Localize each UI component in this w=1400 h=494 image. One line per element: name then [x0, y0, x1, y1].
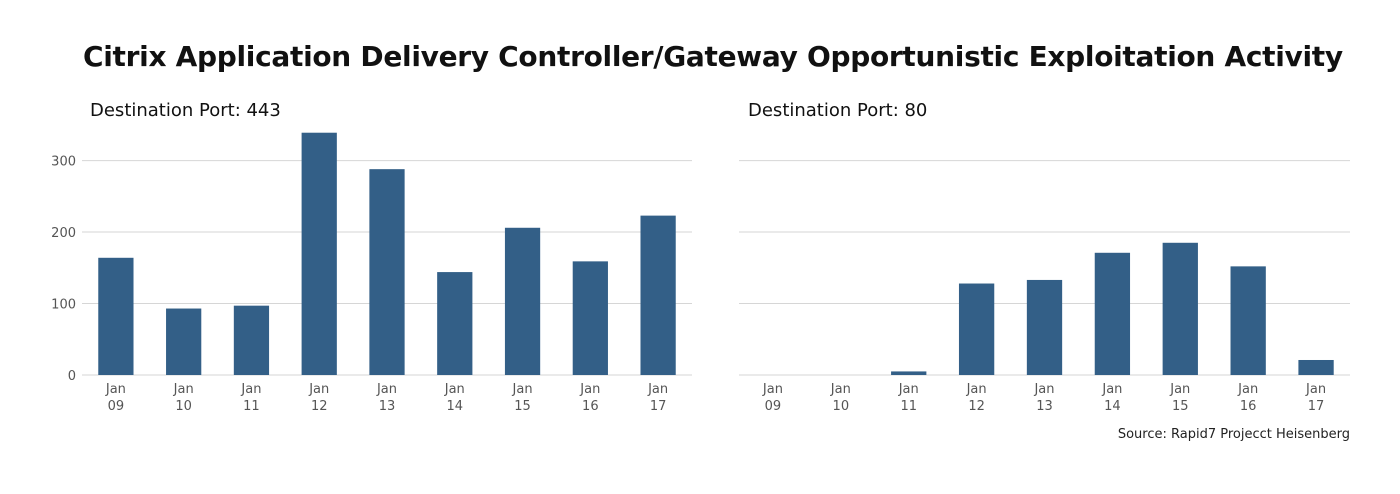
bar-1-3 — [958, 283, 995, 375]
x-tick-label-0-6-day: 15 — [514, 399, 531, 414]
bar-1-6 — [1162, 242, 1198, 375]
x-tick-label-1-8-day: 17 — [1308, 399, 1325, 414]
x-tick-label-1-2-day: 11 — [900, 399, 917, 414]
bar-0-3 — [301, 132, 337, 375]
bar-0-4 — [369, 169, 405, 375]
x-tick-label-1-0-day: 09 — [765, 399, 782, 414]
bar-0-0 — [98, 257, 134, 375]
y-tick-label-300: 300 — [51, 155, 76, 170]
chart-title: Citrix Application Delivery Controller/G… — [83, 40, 1343, 73]
y-tick-label-0: 0 — [68, 369, 76, 384]
bar-0-1 — [166, 308, 202, 375]
x-tick-label-0-2-day: 11 — [243, 399, 260, 414]
x-tick-label-1-1-day: 10 — [833, 399, 850, 414]
bar-1-5 — [1094, 252, 1131, 375]
bar-0-7 — [572, 261, 608, 375]
x-tick-label-1-8-month: Jan — [1305, 382, 1326, 397]
bar-1-2 — [891, 371, 927, 375]
x-tick-label-1-1-month: Jan — [830, 382, 851, 397]
bar-1-7 — [1230, 266, 1266, 375]
bar-1-4 — [1026, 279, 1063, 375]
y-tick-label-200: 200 — [51, 226, 76, 241]
x-tick-label-0-1-day: 10 — [175, 399, 192, 414]
x-tick-label-1-3-month: Jan — [966, 382, 987, 397]
y-tick-label-100: 100 — [51, 298, 76, 313]
x-tick-label-0-0-day: 09 — [108, 399, 125, 414]
source-note: Source: Rapid7 Projecct Heisenberg — [1117, 427, 1350, 442]
x-tick-label-0-4-month: Jan — [376, 382, 397, 397]
x-tick-label-0-2-month: Jan — [240, 382, 261, 397]
bar-0-2 — [233, 305, 270, 375]
x-tick-label-0-5-day: 14 — [447, 399, 464, 414]
x-tick-label-1-4-month: Jan — [1033, 382, 1054, 397]
x-tick-label-0-0-month: Jan — [105, 382, 126, 397]
x-tick-label-1-0-month: Jan — [762, 382, 783, 397]
x-tick-label-1-6-day: 15 — [1172, 399, 1189, 414]
x-tick-label-1-5-month: Jan — [1101, 382, 1122, 397]
x-tick-label-0-7-day: 16 — [582, 399, 599, 414]
x-tick-label-0-4-day: 13 — [379, 399, 396, 414]
bar-0-6 — [504, 227, 541, 375]
x-tick-label-0-3-month: Jan — [308, 382, 329, 397]
x-tick-label-0-1-month: Jan — [173, 382, 194, 397]
x-tick-label-0-6-month: Jan — [512, 382, 533, 397]
x-tick-label-0-7-month: Jan — [579, 382, 600, 397]
x-tick-label-1-5-day: 14 — [1104, 399, 1121, 414]
x-tick-label-1-4-day: 13 — [1036, 399, 1053, 414]
x-tick-label-0-8-month: Jan — [647, 382, 668, 397]
panel-title-port-80: Destination Port: 80 — [748, 100, 928, 121]
bar-1-8 — [1298, 359, 1334, 375]
bar-0-5 — [437, 272, 473, 375]
panel-title-port-443: Destination Port: 443 — [90, 100, 281, 121]
x-tick-label-1-7-month: Jan — [1237, 382, 1258, 397]
x-tick-label-0-3-day: 12 — [311, 399, 328, 414]
x-tick-label-1-6-month: Jan — [1169, 382, 1190, 397]
bar-0-8 — [640, 215, 676, 375]
x-tick-label-1-7-day: 16 — [1240, 399, 1257, 414]
x-tick-label-0-8-day: 17 — [650, 399, 667, 414]
x-tick-label-1-2-month: Jan — [898, 382, 919, 397]
x-tick-label-1-3-day: 12 — [968, 399, 985, 414]
x-tick-label-0-5-month: Jan — [444, 382, 465, 397]
